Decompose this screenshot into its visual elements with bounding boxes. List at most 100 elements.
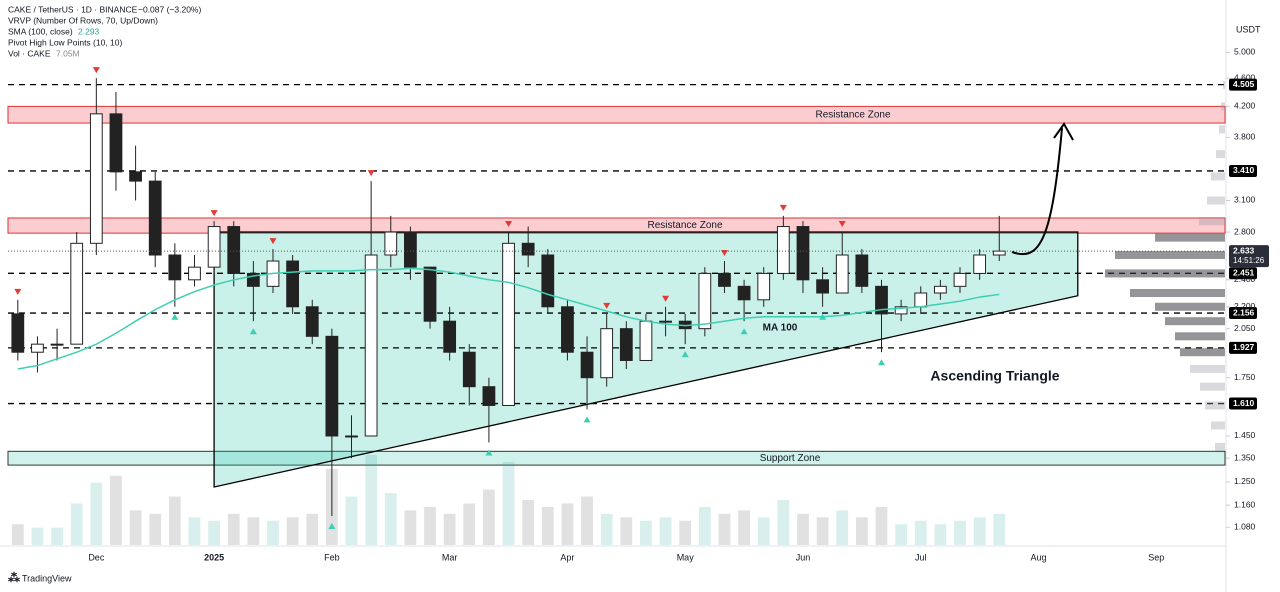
candle-body (619, 328, 633, 361)
candle-body (816, 279, 829, 294)
candle-body (70, 242, 84, 345)
volume-bar (188, 517, 201, 545)
profile-bar (1155, 302, 1225, 311)
level-box (1229, 164, 1257, 177)
candle-body (384, 231, 398, 256)
pivots: Pivot High Low Points (10, 10) (8, 37, 123, 47)
level-label: 2.451 (1233, 268, 1255, 278)
volume-bar (659, 517, 672, 545)
logo: ⁂ (8, 571, 20, 585)
x-tick-label: Apr (560, 552, 574, 562)
candle-body (325, 335, 339, 437)
candle-body (757, 272, 771, 301)
volume-bar (600, 513, 613, 545)
candle-body (875, 285, 888, 315)
candle-body (600, 328, 614, 379)
profile-bar (1155, 233, 1225, 242)
volume-bar (875, 506, 888, 545)
arrow-head (1053, 122, 1074, 141)
volume-bar (11, 524, 24, 545)
profile-bar (1207, 196, 1225, 205)
volume-bar (129, 510, 142, 545)
profile-bar (1205, 401, 1225, 410)
volume-bar (954, 520, 966, 545)
pivot-high (14, 288, 22, 295)
pivot-high (210, 210, 218, 217)
pivot-high (662, 295, 670, 302)
volume-bar (110, 475, 122, 545)
y-tick-label: 1.450 (1234, 430, 1256, 440)
level-label: 4.505 (1233, 79, 1255, 89)
countdown: 14:51:26 (1233, 256, 1265, 265)
y-tick-label: 1.350 (1234, 452, 1256, 462)
vol-value: 7.05M (56, 48, 80, 58)
volume-bar (483, 489, 495, 545)
candle-body (11, 313, 25, 353)
last-price: 2.633 (1233, 245, 1255, 255)
volume-bar (698, 506, 711, 545)
volume-bar (561, 503, 574, 545)
volume-bar (149, 513, 162, 545)
candle-body (109, 113, 123, 173)
profile-bar (1130, 289, 1225, 298)
y-tick-label: 2.200 (1234, 301, 1256, 311)
candle-body (835, 254, 849, 294)
zone (7, 105, 1226, 124)
candle-body (443, 320, 457, 353)
y-tick-label: 4.200 (1234, 101, 1256, 111)
candle-body (561, 306, 574, 353)
profile-bar (1216, 150, 1225, 159)
candle-body (462, 351, 476, 388)
pivot-low (740, 328, 748, 335)
volume-bar (227, 513, 240, 545)
x-tick-label: May (677, 552, 695, 562)
profile-bar (1175, 332, 1225, 341)
level-box (1229, 78, 1257, 91)
volume-bar (502, 461, 515, 545)
candle-body (305, 306, 319, 337)
volume-bar (267, 520, 279, 545)
pivot-high (367, 170, 375, 177)
pivot-high (603, 302, 611, 309)
volume-bar (797, 513, 809, 545)
volume-bar (51, 527, 63, 545)
volume-bar (443, 513, 456, 545)
volume-bar (286, 517, 299, 545)
y-tick-label: 3.800 (1234, 132, 1256, 142)
candle-body (129, 171, 142, 182)
volume-bar (836, 510, 849, 545)
volume-bar (738, 510, 750, 545)
volume-bar (895, 524, 908, 545)
y-tick-label: 3.100 (1234, 195, 1256, 205)
volume-bar (718, 513, 731, 545)
candle-body (89, 113, 103, 244)
symbol: CAKE / TetherUS · 1D · BINANCE (8, 4, 138, 14)
candle-body (973, 254, 987, 274)
y-tick-label: 4.600 (1234, 72, 1256, 82)
profile-bar (1211, 172, 1225, 181)
pivot-low (249, 328, 257, 335)
level-label: 1.927 (1233, 342, 1255, 352)
level-box (1229, 341, 1257, 354)
profile-bar (1180, 348, 1225, 357)
volume-bar (345, 496, 358, 545)
y-tick-label: 1.080 (1234, 522, 1256, 532)
candle-body (482, 386, 496, 406)
volume-bar (31, 527, 44, 545)
candle-body (698, 272, 712, 330)
unit: USDT (1236, 24, 1261, 34)
volume-bar (306, 513, 319, 545)
volume-bar (620, 517, 633, 545)
candle-body (168, 254, 182, 281)
candle-body (639, 320, 653, 361)
candle-body (659, 320, 672, 323)
level-label: 2.156 (1233, 307, 1255, 317)
zone-label: Resistance Zone (815, 109, 890, 120)
volume-bar (777, 500, 790, 545)
profile-bar (1115, 251, 1225, 260)
candle-body (286, 260, 300, 308)
x-tick-label: Mar (442, 552, 458, 562)
volume-bar (168, 496, 181, 545)
level-box (1229, 307, 1257, 320)
profile-bar (1165, 317, 1225, 326)
